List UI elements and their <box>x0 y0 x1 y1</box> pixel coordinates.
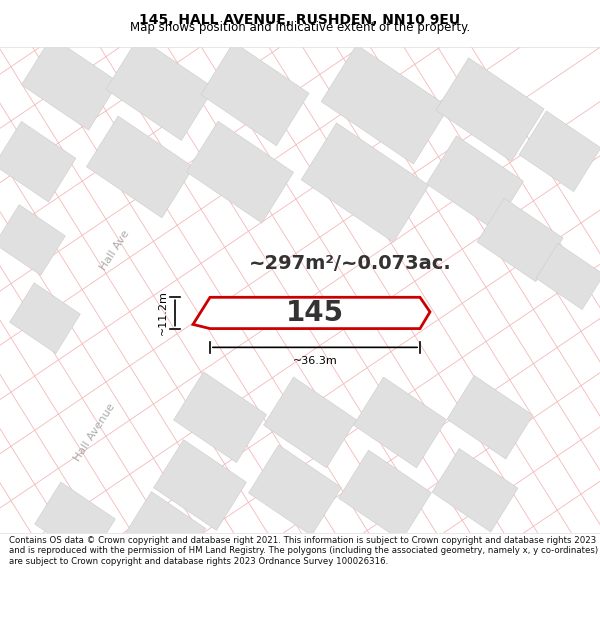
Text: ~36.3m: ~36.3m <box>293 356 337 366</box>
Bar <box>321 45 449 164</box>
Bar <box>173 372 266 462</box>
Bar <box>0 121 76 202</box>
Bar <box>353 377 446 468</box>
Bar <box>432 449 518 532</box>
Bar <box>248 445 341 536</box>
Bar <box>436 58 544 161</box>
Bar <box>124 492 206 572</box>
Text: Hall Avenue: Hall Avenue <box>73 402 118 464</box>
Bar <box>263 377 356 468</box>
Polygon shape <box>193 298 430 329</box>
Bar <box>106 37 214 141</box>
Text: 145, HALL AVENUE, RUSHDEN, NN10 9EU: 145, HALL AVENUE, RUSHDEN, NN10 9EU <box>139 13 461 27</box>
Bar <box>22 37 119 130</box>
Bar <box>35 482 115 561</box>
Bar <box>519 111 600 192</box>
Text: Hall Ave: Hall Ave <box>98 229 131 272</box>
Text: Map shows position and indicative extent of the property.: Map shows position and indicative extent… <box>130 21 470 34</box>
Text: Contains OS data © Crown copyright and database right 2021. This information is : Contains OS data © Crown copyright and d… <box>9 536 598 566</box>
Bar <box>477 198 563 282</box>
Text: ~297m²/~0.073ac.: ~297m²/~0.073ac. <box>248 254 451 273</box>
Bar <box>187 121 293 223</box>
Bar <box>86 116 194 218</box>
Bar <box>154 439 247 531</box>
Bar <box>201 42 309 146</box>
Bar <box>447 376 533 459</box>
Text: 145: 145 <box>286 299 344 327</box>
Bar <box>10 283 80 354</box>
Bar <box>536 243 600 309</box>
Bar <box>427 136 524 229</box>
Bar <box>338 450 431 541</box>
Text: ~11.2m: ~11.2m <box>158 291 168 336</box>
Bar <box>301 123 429 242</box>
Bar <box>0 204 65 275</box>
